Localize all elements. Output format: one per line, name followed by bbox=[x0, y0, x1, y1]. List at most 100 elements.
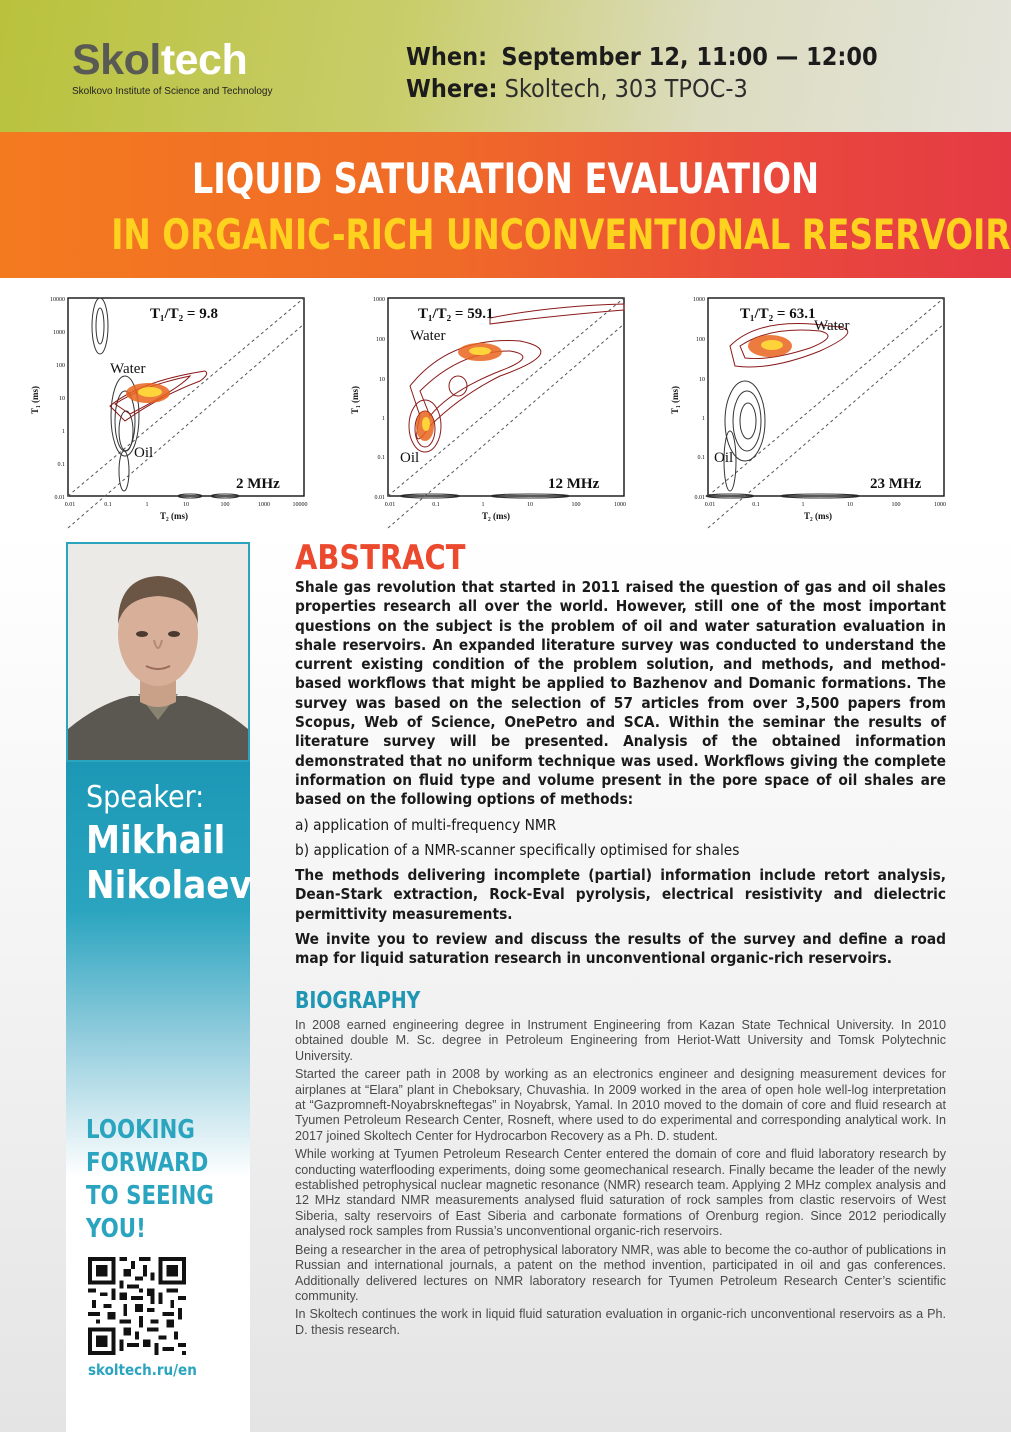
x-tick: 0.01 bbox=[65, 502, 76, 508]
title-line-1: LIQUID SATURATION EVALUATION bbox=[191, 154, 820, 203]
x-tick: 1 bbox=[482, 502, 485, 508]
y-tick: 0.01 bbox=[695, 495, 706, 501]
y-tick: 0.1 bbox=[698, 455, 706, 461]
x-tick: 1000 bbox=[614, 502, 626, 508]
y-tick: 1000 bbox=[373, 297, 385, 303]
abstract-paragraph: We invite you to review and discuss the … bbox=[295, 930, 946, 968]
x-tick: 0.1 bbox=[104, 502, 112, 508]
x-tick-labels: 0.01 0.1 1 10 100 1000 bbox=[705, 502, 946, 508]
logo-wordmark: Skoltech bbox=[72, 36, 248, 84]
y-tick: 0.01 bbox=[55, 495, 66, 501]
abstract-item-a: a) application of multi-frequency NMR bbox=[295, 815, 557, 834]
abstract-paragraph: The methods delivering incomplete (parti… bbox=[295, 866, 946, 923]
y-tick: 1 bbox=[382, 416, 385, 422]
looking-forward-text: LOOKING FORWARD TO SEEING YOU! bbox=[86, 1114, 214, 1246]
x-tick: 10 bbox=[183, 502, 189, 508]
nmr-map-2mhz: Water Oil T₁/T₂ = 9.8 2 MHz 10000 1000 1… bbox=[30, 296, 320, 529]
header-band: Skoltech Skolkovo Institute of Science a… bbox=[0, 0, 1011, 132]
x-tick: 100 bbox=[572, 502, 581, 508]
y-tick: 10 bbox=[59, 396, 65, 402]
logo-subtitle: Skolkovo Institute of Science and Techno… bbox=[72, 86, 273, 97]
x-axis-label: T₂ (ms) bbox=[804, 511, 832, 521]
y-axis-label: T₁ (ms) bbox=[350, 386, 360, 414]
where-label: Where: bbox=[406, 74, 498, 103]
qr-code-graphic bbox=[88, 1257, 186, 1355]
oil-label: Oil bbox=[134, 445, 153, 461]
y-tick: 1 bbox=[62, 429, 65, 435]
biography-heading: BIOGRAPHY bbox=[295, 988, 421, 1014]
speaker-label: Speaker: bbox=[86, 780, 205, 815]
biography-paragraph: Started the career path in 2008 by worki… bbox=[295, 1067, 946, 1143]
x-axis-label: T₂ (ms) bbox=[160, 511, 188, 521]
title-line-2: IN ORGANIC-RICH UNCONVENTIONAL RESERVOIR… bbox=[111, 210, 1011, 259]
biography-paragraph: In 2008 earned engineering degree in Ins… bbox=[295, 1018, 946, 1063]
nmr-figures: Water Oil T₁/T₂ = 9.8 2 MHz 10000 1000 1… bbox=[0, 278, 1011, 530]
x-tick: 1000 bbox=[934, 502, 946, 508]
x-tick: 1000 bbox=[258, 502, 270, 508]
biography-paragraph: In Skoltech continues the work in liquid… bbox=[295, 1307, 946, 1337]
ratio-label: T₁/T₂ = 63.1 bbox=[740, 306, 815, 322]
water-label: Water bbox=[814, 318, 849, 334]
abstract-heading: ABSTRACT bbox=[295, 538, 466, 578]
x-tick: 10 bbox=[847, 502, 853, 508]
y-tick: 10 bbox=[379, 377, 385, 383]
y-tick-labels: 1000 100 10 1 0.1 0.01 bbox=[693, 297, 705, 501]
y-tick: 10 bbox=[699, 377, 705, 383]
nmr-map-23mhz: Water Oil T₁/T₂ = 63.1 23 MHz 1000 100 1… bbox=[670, 296, 960, 529]
oil-label: Oil bbox=[714, 450, 733, 466]
water-label: Water bbox=[110, 361, 145, 377]
nmr-map-12mhz: Water Oil T₁/T₂ = 59.1 12 MHz 1000 100 1… bbox=[350, 296, 640, 529]
speaker-portrait-image bbox=[68, 544, 248, 760]
frequency-label: 2 MHz bbox=[236, 476, 280, 492]
y-tick: 0.1 bbox=[378, 455, 386, 461]
y-tick: 0.1 bbox=[58, 462, 66, 468]
y-tick: 0.01 bbox=[375, 495, 386, 501]
y-axis-label: T₁ (ms) bbox=[670, 386, 680, 414]
x-tick: 0.1 bbox=[752, 502, 760, 508]
qr-code-icon[interactable] bbox=[88, 1257, 186, 1355]
x-tick: 10 bbox=[527, 502, 533, 508]
nmr-map-12mhz-plot: Water Oil T₁/T₂ = 59.1 12 MHz 1000 100 1… bbox=[350, 297, 626, 529]
website-link[interactable]: skoltech.ru/en bbox=[88, 1361, 197, 1379]
y-tick: 100 bbox=[56, 363, 65, 369]
x-tick: 1 bbox=[802, 502, 805, 508]
event-where: Where: Skoltech, 303 TPOC-3 bbox=[406, 74, 748, 104]
biography-paragraph: While working at Tyumen Petroleum Resear… bbox=[295, 1147, 946, 1239]
x-tick: 1 bbox=[146, 502, 149, 508]
speaker-last-name: Nikolaev bbox=[86, 863, 252, 907]
ratio-label: T₁/T₂ = 59.1 bbox=[418, 306, 493, 322]
ratio-label: T₁/T₂ = 9.8 bbox=[150, 306, 218, 322]
cta-line: YOU! bbox=[86, 1214, 146, 1244]
y-tick: 1000 bbox=[53, 330, 65, 336]
frequency-label: 12 MHz bbox=[548, 476, 600, 492]
abstract-body: Shale gas revolution that started in 201… bbox=[295, 578, 946, 969]
y-tick: 1 bbox=[702, 416, 705, 422]
y-tick: 1000 bbox=[693, 297, 705, 303]
title-band: LIQUID SATURATION EVALUATION IN ORGANIC-… bbox=[0, 132, 1011, 278]
cta-line: TO SEEING bbox=[86, 1181, 214, 1211]
x-tick: 100 bbox=[221, 502, 230, 508]
skoltech-logo: Skoltech Skolkovo Institute of Science a… bbox=[72, 38, 302, 97]
when-label: When: bbox=[406, 42, 488, 71]
nmr-map-2mhz-plot: Water Oil T₁/T₂ = 9.8 2 MHz 10000 1000 1… bbox=[30, 297, 308, 529]
biography-paragraph: Being a researcher in the area of petrop… bbox=[295, 1242, 946, 1303]
speaker-name: Mikhail Nikolaev bbox=[86, 818, 252, 908]
y-tick: 100 bbox=[376, 337, 385, 343]
y-tick-labels: 1000 100 10 1 0.1 0.01 bbox=[373, 297, 385, 501]
event-when: When: September 12, 11:00 — 12:00 bbox=[406, 42, 878, 72]
x-tick: 0.1 bbox=[432, 502, 440, 508]
y-tick: 10000 bbox=[50, 297, 65, 303]
oil-label: Oil bbox=[400, 450, 419, 466]
x-axis-label: T₂ (ms) bbox=[482, 511, 510, 521]
x-tick: 100 bbox=[892, 502, 901, 508]
y-tick: 100 bbox=[696, 337, 705, 343]
cta-line: LOOKING bbox=[86, 1115, 195, 1145]
x-tick: 10000 bbox=[293, 502, 308, 508]
biography-body: In 2008 earned engineering degree in Ins… bbox=[295, 1018, 946, 1341]
where-value: Skoltech, 303 TPOC-3 bbox=[504, 74, 748, 103]
abstract-paragraph: Shale gas revolution that started in 201… bbox=[295, 578, 946, 809]
x-tick-labels: 0.01 0.1 1 10 100 1000 bbox=[385, 502, 626, 508]
speaker-first-name: Mikhail bbox=[86, 818, 226, 862]
abstract-item-b: b) application of a NMR-scanner specific… bbox=[295, 840, 740, 859]
frequency-label: 23 MHz bbox=[870, 476, 922, 492]
